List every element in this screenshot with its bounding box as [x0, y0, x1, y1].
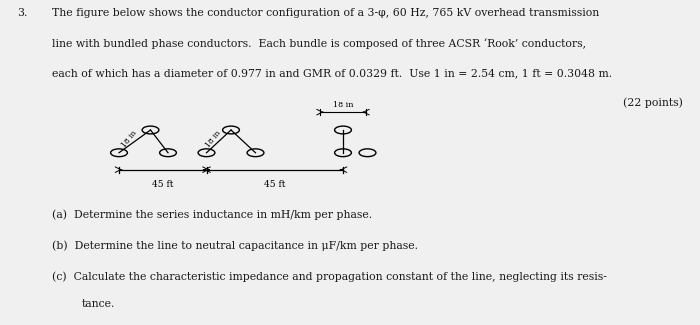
Text: 18 in: 18 in — [204, 129, 223, 149]
Text: 18 in: 18 in — [120, 129, 139, 149]
Text: (c)  Calculate the characteristic impedance and propagation constant of the line: (c) Calculate the characteristic impedan… — [52, 271, 608, 282]
Text: 18 in: 18 in — [332, 101, 354, 109]
Text: tance.: tance. — [82, 299, 116, 309]
Text: each of which has a diameter of 0.977 in and GMR of 0.0329 ft.  Use 1 in = 2.54 : each of which has a diameter of 0.977 in… — [52, 68, 612, 78]
Text: (a)  Determine the series inductance in mH/km per phase.: (a) Determine the series inductance in m… — [52, 210, 372, 220]
Text: 3.: 3. — [18, 8, 28, 18]
Text: The figure below shows the conductor configuration of a 3-φ, 60 Hz, 765 kV overh: The figure below shows the conductor con… — [52, 8, 600, 18]
Text: (22 points): (22 points) — [622, 98, 682, 109]
Text: 45 ft: 45 ft — [152, 180, 174, 189]
Text: (b)  Determine the line to neutral capacitance in μF/km per phase.: (b) Determine the line to neutral capaci… — [52, 240, 419, 251]
Text: line with bundled phase conductors.  Each bundle is composed of three ACSR ‘Rook: line with bundled phase conductors. Each… — [52, 38, 587, 49]
Text: 45 ft: 45 ft — [264, 180, 286, 189]
